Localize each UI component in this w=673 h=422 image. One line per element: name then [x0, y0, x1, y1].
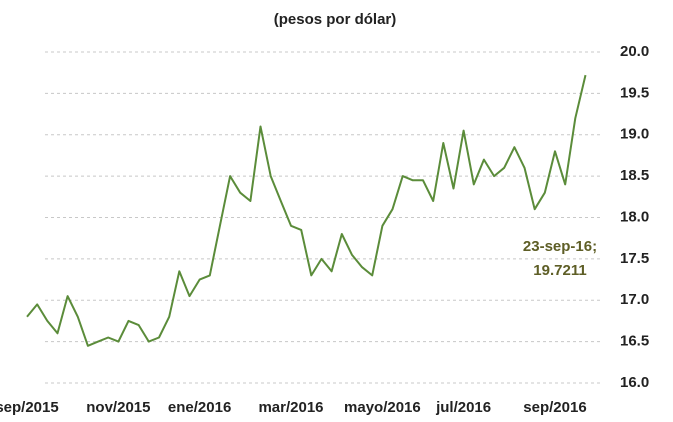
x-tick-label: nov/2015 — [86, 399, 150, 416]
x-tick-label: sep/2015 — [0, 399, 59, 416]
y-tick-label: 20.0 — [620, 43, 649, 60]
y-tick-label: 19.5 — [620, 84, 649, 101]
data-line — [26, 74, 587, 347]
y-tick-label: 19.0 — [620, 126, 649, 143]
y-tick-label: 18.0 — [620, 208, 649, 225]
y-tick-label: 17.5 — [620, 250, 649, 267]
annotation: 19.7211 — [533, 262, 586, 279]
x-tick-label: ene/2016 — [168, 399, 231, 416]
annotation: 23-sep-16; — [523, 238, 597, 255]
y-tick-label: 16.0 — [620, 374, 649, 391]
x-tick-label: jul/2016 — [435, 399, 491, 416]
chart-title: (pesos por dólar) — [274, 11, 397, 28]
y-tick-label: 18.5 — [620, 167, 649, 184]
x-tick-label: sep/2016 — [523, 399, 586, 416]
x-tick-label: mar/2016 — [258, 399, 323, 416]
y-tick-label: 16.5 — [620, 333, 649, 350]
x-tick-label: mayo/2016 — [344, 399, 421, 416]
y-tick-label: 17.0 — [620, 291, 649, 308]
